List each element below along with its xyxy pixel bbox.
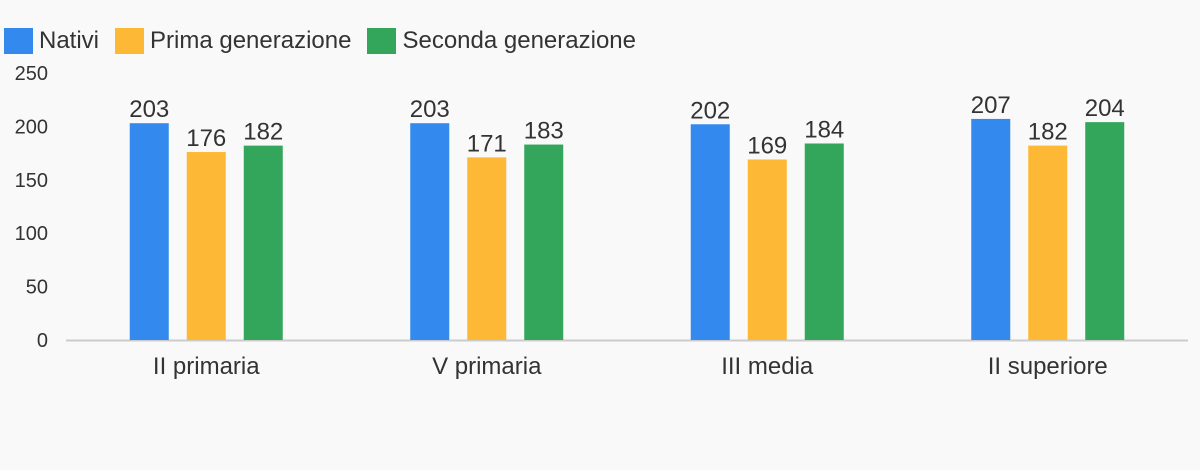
bar-nativi-iii-media[interactable] (690, 124, 730, 340)
bar-nativi-v-primaria[interactable] (410, 123, 450, 340)
x-tick-label-iii-media: III media (721, 353, 814, 380)
bar-prima-generazione-ii-primaria[interactable] (186, 152, 226, 340)
data-label-seconda-generazione-ii-superiore: 204 (1085, 95, 1125, 122)
x-tick-label-ii-primaria: II primaria (153, 353, 260, 380)
legend-label-prima-generazione: Prima generazione (150, 27, 352, 54)
y-tick-label: 250 (15, 63, 48, 85)
data-label-prima-generazione-iii-media: 169 (747, 133, 787, 160)
data-label-seconda-generazione-iii-media: 184 (804, 116, 844, 143)
bar-seconda-generazione-v-primaria[interactable] (524, 144, 564, 340)
bar-nativi-ii-primaria[interactable] (129, 123, 169, 340)
legend-item-prima-generazione[interactable]: Prima generazione (115, 27, 351, 55)
legend-label-seconda-generazione: Seconda generazione (402, 27, 636, 54)
legend-label-nativi: Nativi (39, 27, 100, 54)
data-label-nativi-ii-superiore: 207 (971, 92, 1011, 119)
legend-swatch-prima-generazione (115, 28, 145, 54)
bar-seconda-generazione-ii-superiore[interactable] (1085, 122, 1125, 341)
y-tick-label: 200 (15, 116, 48, 138)
data-label-prima-generazione-v-primaria: 171 (467, 130, 507, 157)
data-label-prima-generazione-ii-primaria: 176 (186, 125, 226, 152)
legend-swatch-seconda-generazione (367, 28, 397, 54)
x-tick-label-v-primaria: V primaria (432, 353, 542, 380)
legend: Nativi Prima generazione Seconda generaz… (4, 26, 652, 56)
bar-prima-generazione-ii-superiore[interactable] (1028, 145, 1068, 340)
legend-swatch-nativi (4, 28, 33, 54)
legend-item-nativi[interactable]: Nativi (4, 27, 99, 55)
bar-prima-generazione-v-primaria[interactable] (467, 157, 507, 340)
data-label-nativi-v-primaria: 203 (410, 96, 450, 123)
data-label-prima-generazione-ii-superiore: 182 (1028, 119, 1068, 146)
x-tick-label-ii-superiore: II superiore (988, 353, 1108, 380)
bar-seconda-generazione-iii-media[interactable] (804, 143, 844, 340)
y-tick-label: 150 (15, 170, 48, 192)
data-label-seconda-generazione-v-primaria: 183 (524, 118, 564, 145)
legend-item-seconda-generazione[interactable]: Seconda generazione (367, 27, 636, 55)
data-label-nativi-ii-primaria: 203 (129, 96, 169, 123)
y-tick-label: 100 (15, 223, 48, 245)
y-tick-label: 0 (37, 330, 48, 352)
data-label-seconda-generazione-ii-primaria: 182 (243, 119, 283, 146)
bar-seconda-generazione-ii-primaria[interactable] (243, 145, 283, 340)
y-tick-label: 50 (26, 277, 48, 299)
data-label-nativi-iii-media: 202 (690, 97, 730, 124)
bar-nativi-ii-superiore[interactable] (971, 118, 1011, 340)
bar-prima-generazione-iii-media[interactable] (747, 159, 787, 340)
